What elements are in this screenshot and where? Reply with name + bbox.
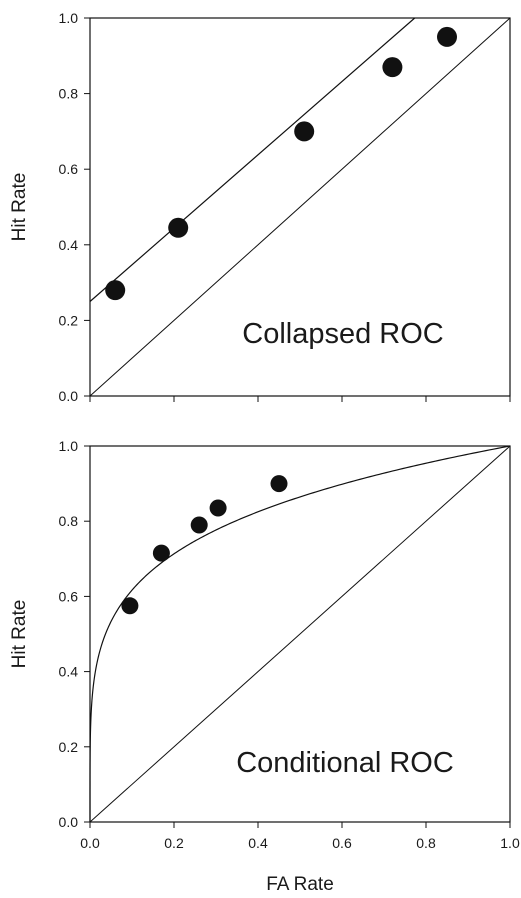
y-tick-label: 1.0	[59, 438, 79, 454]
chance-diagonal-line	[89, 17, 511, 397]
y-tick-label: 0.2	[59, 312, 79, 328]
data-point	[168, 217, 189, 238]
y-tick-label: 0.6	[59, 161, 79, 177]
data-point	[209, 499, 227, 517]
y-tick-label: 1.0	[59, 10, 79, 26]
y-tick-label: 0.8	[59, 86, 79, 102]
y-tick-label: 0.4	[59, 664, 79, 680]
y-tick-label: 0.6	[59, 588, 79, 604]
data-point	[121, 597, 139, 615]
plot-frame	[89, 445, 511, 823]
fit-line	[89, 17, 416, 302]
data-points	[121, 475, 288, 615]
collapsed-roc-panel: 0.0 0.2 0.4 0.6 0.8 1.0 Collapsed ROC Hit Rat…	[9, 10, 511, 404]
x-axis-title: FA Rate	[266, 874, 334, 895]
data-point	[105, 280, 126, 301]
data-points	[105, 26, 457, 301]
x-tick-label: 0.8	[416, 835, 436, 851]
y-axis-title: Hit Rate	[9, 173, 30, 242]
data-point	[190, 516, 208, 534]
axis-ticks: 0.0 0.2 0.4 0.6 0.8 1.0	[59, 10, 511, 404]
y-tick-label: 0.8	[59, 513, 79, 529]
data-point	[382, 57, 403, 78]
conditional-roc-panel: 0.0 0.2 0.4 0.6 0.8 1.0 0.0 0.2 0.4 0.6 0.8 1.0 Con…	[9, 438, 520, 895]
x-tick-label: 0.6	[332, 835, 352, 851]
x-tick-label: 0.2	[164, 835, 184, 851]
x-tick-label: 1.0	[500, 835, 520, 851]
fit-curve	[89, 445, 511, 822]
data-point	[437, 26, 457, 47]
y-tick-label: 0.4	[59, 237, 79, 253]
plot-frame	[89, 17, 511, 397]
data-point	[152, 544, 170, 562]
data-point	[294, 121, 315, 142]
data-point	[270, 475, 288, 493]
panel-annotation: Collapsed ROC	[242, 318, 443, 350]
y-tick-label: 0.0	[59, 814, 79, 830]
y-axis-title: Hit Rate	[9, 600, 30, 669]
x-tick-label: 0.0	[80, 835, 100, 851]
axis-ticks: 0.0 0.2 0.4 0.6 0.8 1.0 0.0 0.2 0.4 0.6 0.8 1.0	[59, 438, 520, 851]
chance-diagonal-line	[89, 445, 511, 823]
y-tick-label: 0.0	[59, 388, 79, 404]
x-tick-label: 0.4	[248, 835, 268, 851]
y-tick-label: 0.2	[59, 739, 79, 755]
panel-annotation: Conditional ROC	[236, 747, 454, 779]
